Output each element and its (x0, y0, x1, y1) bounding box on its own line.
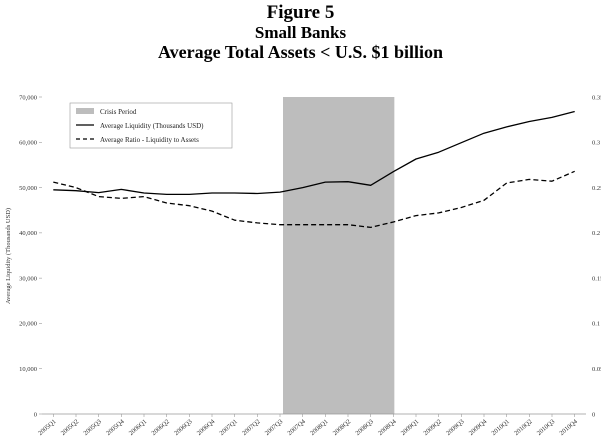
figure-label: Figure 5 (266, 2, 335, 23)
series-line-average-liquidity (53, 110, 575, 196)
x-tick-label: 2007Q4 (286, 418, 307, 437)
legend-label-crisis-period: Crisis Period (100, 108, 137, 116)
x-tick-label: 2008Q3 (354, 418, 375, 437)
chart-subtitle: Small Banks (254, 23, 347, 42)
y2-tick-label: 0.3 (592, 140, 600, 147)
y-tick-label: 50,000 (19, 185, 37, 192)
x-tick-label: 2008Q2 (332, 418, 353, 437)
legend-swatch-crisis-period (76, 108, 94, 114)
x-tick-label: 2005Q4 (105, 418, 126, 437)
x-tick-label: 2006Q3 (173, 418, 194, 437)
x-tick-label: 2005Q1 (37, 418, 58, 437)
x-tick-label: 2005Q3 (82, 418, 103, 437)
y2-tick-label: 0.2 (592, 230, 600, 237)
x-tick-label: 2007Q2 (241, 418, 262, 437)
x-tick-label: 2010Q1 (490, 418, 511, 437)
y-tick-label: 40,000 (19, 230, 37, 237)
x-tick-label: 2006Q2 (150, 418, 171, 437)
x-tick-label: 2009Q1 (400, 418, 421, 437)
x-tick-label: 2005Q2 (60, 418, 81, 437)
legend: Crisis Period Average Liquidity (Thousan… (69, 102, 233, 149)
y2-tick-label: 0.15 (592, 275, 601, 282)
x-tick-label: 2008Q4 (377, 418, 398, 437)
x-tick-label: 2008Q1 (309, 418, 330, 437)
x-tick-label: 2009Q2 (422, 418, 443, 437)
y-tick-label: 60,000 (19, 140, 37, 147)
y2-tick-label: 0.25 (592, 185, 601, 192)
y2-tick-label: 0.35 (592, 94, 601, 101)
legend-label-ratio: Average Ratio - Liquidity to Assets (100, 136, 199, 144)
chart-title: Average Total Assets < U.S. $1 billion (158, 42, 443, 62)
x-tick-label: 2006Q4 (196, 418, 217, 437)
legend-box (69, 102, 233, 149)
y-tick-label: 20,000 (19, 321, 37, 328)
y2-tick-label: 0.1 (592, 321, 600, 328)
x-tick-label: 2007Q1 (218, 418, 239, 437)
x-tick-label: 2007Q3 (264, 418, 285, 437)
x-tick-label: 2010Q4 (558, 418, 579, 437)
x-tick-label: 2006Q1 (128, 418, 149, 437)
x-tick-label: 2009Q3 (445, 418, 466, 437)
y2-tick-label: 0 (592, 411, 595, 418)
y-tick-label: 10,000 (19, 366, 37, 373)
crisis-period-shade (283, 97, 395, 414)
y-tick-label: 0 (34, 411, 37, 418)
legend-label-liquidity: Average Liquidity (Thousands USD) (100, 122, 204, 130)
y-tick-label: 70,000 (19, 94, 37, 101)
x-tick-label: 2010Q2 (513, 418, 534, 437)
y-tick-label: 30,000 (19, 275, 37, 282)
series-line-liquidity-ratio (53, 170, 575, 229)
x-tick-label: 2009Q4 (468, 418, 489, 437)
y-axis-label: Average Liquidity (Thousands USD) (5, 208, 12, 304)
title-block: Figure 5 Small Banks Average Total Asset… (0, 0, 601, 63)
x-tick-label: 2010Q3 (536, 418, 557, 437)
y2-tick-label: 0.05 (592, 366, 601, 373)
